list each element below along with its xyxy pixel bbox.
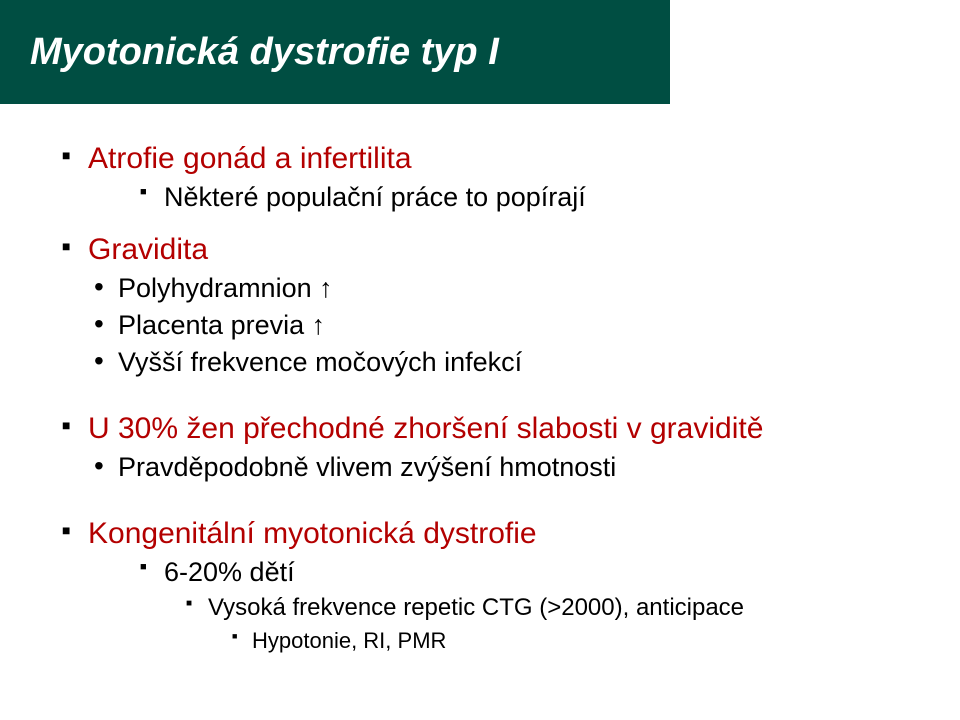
- spacer: [62, 384, 930, 412]
- bullet-level-2: Vyšší frekvence močových infekcí: [94, 347, 930, 378]
- spacer: [62, 219, 930, 233]
- bullet-level-3: Vysoká frekvence repetic CTG (>2000), an…: [186, 594, 930, 622]
- slide: Myotonická dystrofie typ I Atrofie gonád…: [0, 0, 960, 720]
- bullet-level-1: Kongenitální myotonická dystrofie: [62, 517, 930, 551]
- bullet-level-2: 6-20% dětí: [140, 557, 930, 588]
- title-bar: Myotonická dystrofie typ I: [0, 0, 670, 104]
- bullet-level-1: Atrofie gonád a infertilita: [62, 142, 930, 176]
- slide-title: Myotonická dystrofie typ I: [30, 31, 499, 74]
- slide-content: Atrofie gonád a infertilita Některé popul…: [0, 104, 960, 690]
- bullet-level-2: Placenta previa ↑: [94, 310, 930, 341]
- spacer: [62, 489, 930, 517]
- bullet-level-2: Polyhydramnion ↑: [94, 273, 930, 304]
- bullet-level-1: U 30% žen přechodné zhoršení slabosti v …: [62, 412, 930, 446]
- bullet-level-2: Pravděpodobně vlivem zvýšení hmotnosti: [94, 452, 930, 483]
- bullet-level-4: Hypotonie, RI, PMR: [232, 628, 930, 654]
- bullet-level-2: Některé populační práce to popírají: [140, 182, 930, 213]
- bullet-level-1: Gravidita: [62, 233, 930, 267]
